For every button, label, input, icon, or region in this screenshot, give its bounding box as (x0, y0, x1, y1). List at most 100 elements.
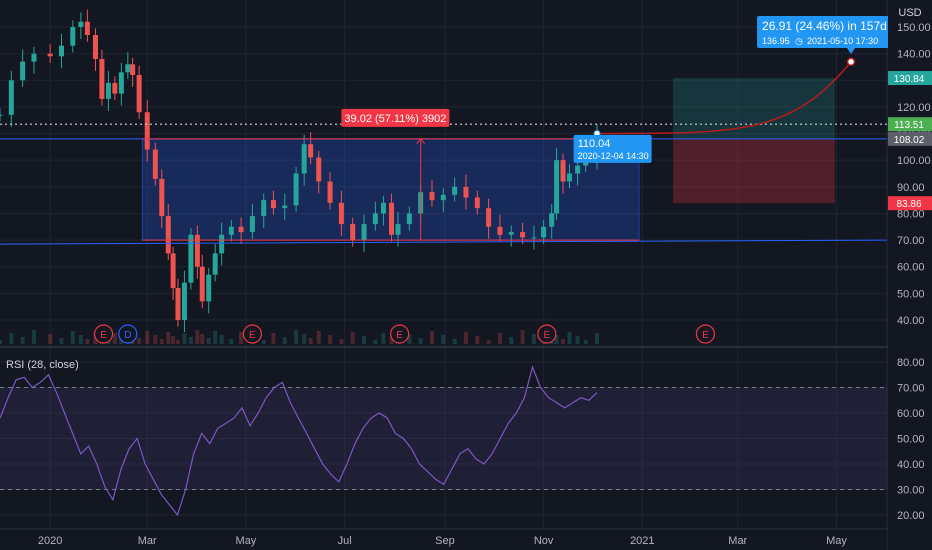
volume-bar (350, 332, 355, 344)
rsi-tick-label: 60.00 (897, 408, 925, 420)
volume-bar (316, 331, 321, 344)
volume-bar (595, 333, 600, 344)
volume-bar (145, 331, 150, 344)
candle-body (238, 226, 244, 233)
volume-bar (561, 339, 566, 344)
projection-curve[interactable] (597, 61, 852, 135)
volume-bar (70, 331, 75, 344)
price-tick-label: 80.00 (897, 208, 925, 220)
candle-body (282, 205, 288, 209)
volume-bar (48, 334, 53, 344)
price-label-badge (888, 71, 932, 86)
price-label-badge (888, 196, 932, 211)
profit-zone[interactable] (673, 78, 835, 139)
earnings-marker[interactable] (537, 324, 557, 344)
candle-body (520, 232, 526, 238)
volume-bar (308, 338, 313, 344)
earnings-marker-text: E (544, 330, 551, 341)
earnings-marker[interactable] (695, 324, 716, 344)
candle-body (219, 234, 225, 254)
candle-body (199, 266, 205, 302)
earnings-marker[interactable] (390, 324, 410, 344)
volume-bar (567, 332, 572, 344)
volume-bar (294, 330, 299, 344)
candle-body (136, 74, 142, 113)
earnings-marker[interactable] (93, 324, 114, 344)
candle-body (452, 186, 458, 195)
candle-body (118, 72, 124, 94)
clock-icon: ◷ (795, 36, 803, 46)
time-tick-label: May (236, 535, 257, 547)
volume-bar (429, 331, 434, 344)
earnings-marker-text: E (100, 330, 107, 341)
support-line[interactable] (0, 239, 888, 245)
volume-bar (182, 333, 187, 344)
rsi-tick-label: 40.00 (897, 459, 925, 471)
price-tick-label: 120.00 (897, 102, 931, 114)
volume-bar (59, 338, 64, 344)
candle-body (84, 21, 90, 35)
projection-label-main: 26.91 (24.46%) in 157d 3h (762, 19, 903, 33)
point-label-box (573, 134, 652, 163)
earnings-marker[interactable] (242, 324, 262, 344)
projection-label-box (757, 16, 915, 48)
candle-body (78, 21, 84, 27)
time-tick-label: May (826, 535, 847, 547)
volume-bar (195, 330, 200, 344)
time-tick-label: Jul (338, 535, 352, 547)
price-label-badge (888, 131, 932, 146)
point-label-price: 110.04 (578, 138, 611, 150)
candle-body (105, 82, 111, 99)
candle-body (560, 160, 566, 182)
measure-arrowhead (416, 138, 426, 145)
drawing-lines[interactable] (0, 57, 888, 245)
volume-bar (9, 333, 14, 344)
time-tick-label: Nov (534, 535, 554, 547)
volume-bar (200, 334, 205, 344)
volume-bar (219, 335, 224, 344)
measure-label: 39.02 (57.11%) 3902 (344, 113, 446, 125)
volume-bar (229, 339, 234, 344)
earnings-marker[interactable] (118, 324, 138, 344)
volume-bar (509, 337, 514, 344)
price-tick-label: 150.00 (897, 22, 931, 34)
time-tick-label: 2020 (38, 535, 62, 547)
candle-body (361, 224, 367, 241)
candle-body (497, 226, 503, 235)
candle-body (301, 144, 307, 174)
price-label-value: 113.51 (894, 120, 924, 131)
rsi-tick-label: 30.00 (897, 485, 925, 497)
candle-body (159, 178, 165, 217)
volume-bar (175, 340, 180, 344)
stop-zone[interactable] (673, 138, 835, 204)
candle-body (144, 112, 150, 150)
candle-body (316, 157, 322, 182)
price-axis-bg (888, 0, 932, 550)
time-tick-label: Mar (138, 535, 157, 547)
candle-body (440, 194, 446, 201)
volume-bar (389, 337, 394, 344)
price-tick-label: 140.00 (897, 49, 931, 61)
volume-bar (531, 334, 536, 344)
candle-body (188, 234, 194, 283)
candle-body (486, 208, 492, 227)
candle-body (549, 213, 555, 227)
projection-end-dot[interactable] (846, 57, 856, 67)
currency-label: USD (898, 7, 921, 19)
candle-body (541, 226, 547, 238)
candle-body (429, 192, 435, 201)
volume-bar (463, 332, 468, 344)
volume-bar (31, 330, 36, 344)
earnings-marker-text: E (249, 330, 256, 341)
rsi-band-fill (0, 387, 887, 490)
volume-bar (497, 333, 502, 344)
volume-bar (261, 340, 266, 344)
volume-bar (575, 336, 580, 344)
price-axis[interactable]: USD150.00140.00130.00120.00110.00100.009… (888, 0, 932, 550)
earnings-marker-text: E (396, 330, 403, 341)
measure-label-box (341, 108, 450, 127)
time-axis[interactable]: 2020 Mar May Jul Sep Nov 2021 Mar May (0, 530, 887, 550)
